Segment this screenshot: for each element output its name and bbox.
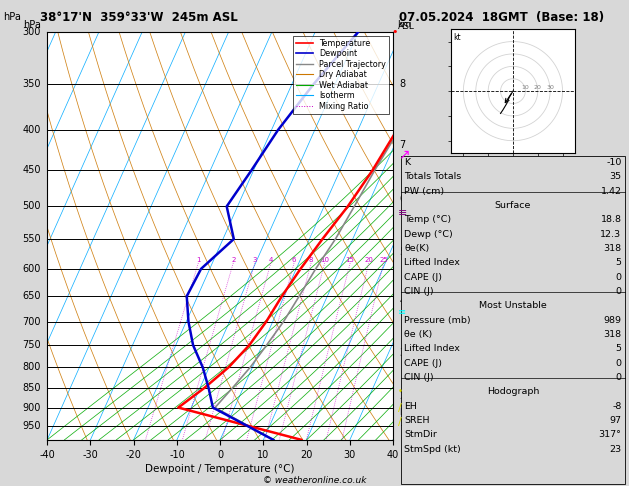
Text: 3: 3 <box>399 348 406 358</box>
Text: CAPE (J): CAPE (J) <box>404 359 442 368</box>
Text: 1: 1 <box>196 257 201 263</box>
Text: 20: 20 <box>364 257 373 263</box>
Text: EH: EH <box>404 401 417 411</box>
Text: Lifted Index: Lifted Index <box>404 258 460 267</box>
Text: 4: 4 <box>399 296 406 306</box>
Text: 0: 0 <box>615 287 621 296</box>
Text: Totals Totals: Totals Totals <box>404 172 462 181</box>
Text: -10: -10 <box>606 158 621 167</box>
Text: 10: 10 <box>320 257 329 263</box>
Text: /: / <box>398 417 402 428</box>
Text: 07.05.2024  18GMT  (Base: 18): 07.05.2024 18GMT (Base: 18) <box>399 11 604 24</box>
Text: PW (cm): PW (cm) <box>404 187 445 196</box>
Text: 3: 3 <box>253 257 257 263</box>
Text: 800: 800 <box>22 362 41 372</box>
Text: 650: 650 <box>22 291 41 301</box>
Text: 450: 450 <box>22 165 41 175</box>
Text: 30: 30 <box>546 85 554 89</box>
Text: CIN (J): CIN (J) <box>404 373 434 382</box>
Text: 2: 2 <box>231 257 235 263</box>
Text: 1: 1 <box>399 418 406 428</box>
Text: 989: 989 <box>603 315 621 325</box>
Text: Hodograph: Hodograph <box>487 387 539 397</box>
Text: Mixing Ratio (g/kg): Mixing Ratio (g/kg) <box>425 195 435 280</box>
Text: 5: 5 <box>615 258 621 267</box>
Text: © weatheronline.co.uk: © weatheronline.co.uk <box>263 476 366 485</box>
Text: 4: 4 <box>269 257 273 263</box>
Legend: Temperature, Dewpoint, Parcel Trajectory, Dry Adiabat, Wet Adiabat, Isotherm, Mi: Temperature, Dewpoint, Parcel Trajectory… <box>293 35 389 114</box>
Text: 20: 20 <box>534 85 542 89</box>
X-axis label: Dewpoint / Temperature (°C): Dewpoint / Temperature (°C) <box>145 464 295 474</box>
Text: Lifted Index: Lifted Index <box>404 344 460 353</box>
Text: StmDir: StmDir <box>404 430 437 439</box>
Text: θe (K): θe (K) <box>404 330 433 339</box>
Text: 500: 500 <box>22 201 41 211</box>
Text: 23: 23 <box>610 445 621 454</box>
Text: 2: 2 <box>399 391 406 401</box>
Text: 350: 350 <box>22 79 41 89</box>
Text: /: / <box>398 402 402 413</box>
Text: 900: 900 <box>22 402 41 413</box>
Text: 25: 25 <box>379 257 388 263</box>
Text: •: • <box>392 27 398 36</box>
Text: hPa: hPa <box>23 19 41 30</box>
Text: θe(K): θe(K) <box>404 244 430 253</box>
Text: ≡: ≡ <box>398 307 406 317</box>
Text: 6: 6 <box>399 194 406 205</box>
Text: 5: 5 <box>615 344 621 353</box>
Text: 35: 35 <box>610 172 621 181</box>
Text: 850: 850 <box>22 383 41 393</box>
Text: 0: 0 <box>615 359 621 368</box>
Text: •: • <box>398 387 403 396</box>
Text: 5: 5 <box>399 247 406 258</box>
Text: ASL: ASL <box>398 22 415 31</box>
Text: 300: 300 <box>22 27 41 36</box>
Text: 318: 318 <box>603 244 621 253</box>
Text: 700: 700 <box>22 316 41 327</box>
Text: 97: 97 <box>610 416 621 425</box>
Text: -8: -8 <box>612 401 621 411</box>
Text: ≡: ≡ <box>398 208 408 218</box>
Text: ↗: ↗ <box>398 148 409 162</box>
Text: km: km <box>398 20 411 29</box>
Text: 8: 8 <box>309 257 313 263</box>
Text: kt: kt <box>454 33 461 42</box>
Text: 317°: 317° <box>599 430 621 439</box>
Text: Most Unstable: Most Unstable <box>479 301 547 311</box>
Text: LCL: LCL <box>399 408 415 417</box>
Text: 38°17'N  359°33'W  245m ASL: 38°17'N 359°33'W 245m ASL <box>40 11 237 24</box>
Text: StmSpd (kt): StmSpd (kt) <box>404 445 461 454</box>
Text: Surface: Surface <box>495 201 531 210</box>
Text: Pressure (mb): Pressure (mb) <box>404 315 471 325</box>
Text: 600: 600 <box>22 264 41 274</box>
Text: 950: 950 <box>22 421 41 431</box>
Text: 750: 750 <box>22 340 41 350</box>
Text: CAPE (J): CAPE (J) <box>404 273 442 282</box>
Text: CIN (J): CIN (J) <box>404 287 434 296</box>
Text: 7: 7 <box>399 140 406 150</box>
Text: 318: 318 <box>603 330 621 339</box>
Text: 400: 400 <box>22 125 41 135</box>
Text: 6: 6 <box>292 257 296 263</box>
Text: 12.3: 12.3 <box>600 229 621 239</box>
Text: K: K <box>404 158 411 167</box>
Text: 18.8: 18.8 <box>601 215 621 225</box>
Text: Dewp (°C): Dewp (°C) <box>404 229 454 239</box>
Text: hPa: hPa <box>3 12 21 22</box>
Text: 0: 0 <box>615 373 621 382</box>
Text: 8: 8 <box>399 79 406 89</box>
Text: 550: 550 <box>22 234 41 244</box>
Text: 10: 10 <box>521 85 529 89</box>
Text: 15: 15 <box>346 257 355 263</box>
Text: 0: 0 <box>615 273 621 282</box>
Text: SREH: SREH <box>404 416 430 425</box>
Text: Temp (°C): Temp (°C) <box>404 215 452 225</box>
Text: 1.42: 1.42 <box>601 187 621 196</box>
